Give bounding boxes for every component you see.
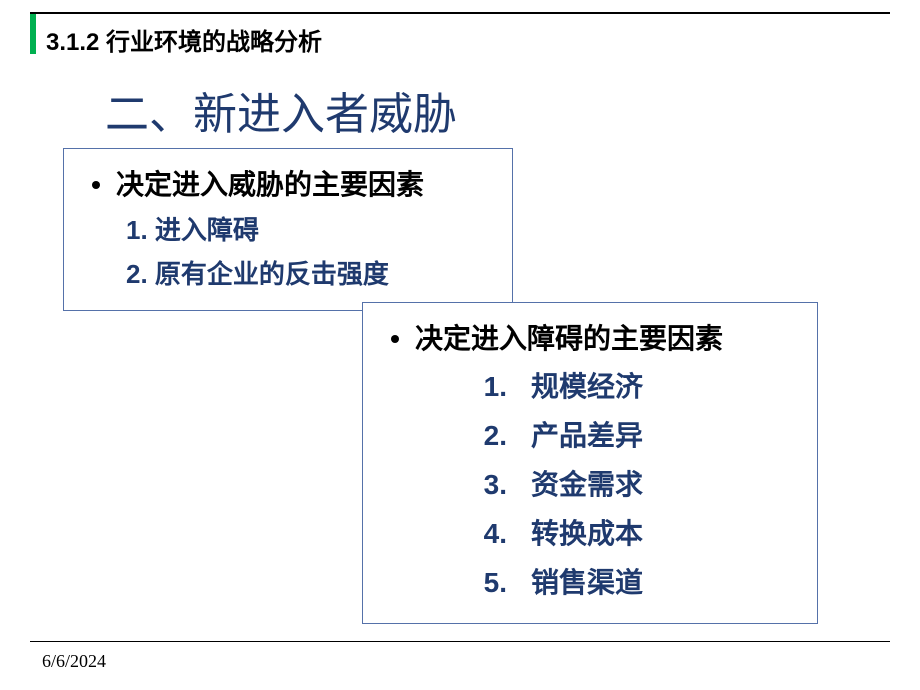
accent-bar [30,14,36,54]
box2-heading-line: 决定进入障碍的主要因素 [391,317,797,362]
top-divider [30,12,890,14]
item-number: 2. [126,259,148,289]
box2-item: 3. 资金需求 [459,460,797,509]
box1-item: 1. 进入障碍 [126,208,492,252]
item-number: 4. [459,509,507,558]
item-number: 3. [459,460,507,509]
box2-item: 4. 转换成本 [459,509,797,558]
footer-date: 6/6/2024 [42,651,106,672]
item-number: 1. [459,362,507,411]
item-number: 1. [126,215,148,245]
box-threat-factors: 决定进入威胁的主要因素 1. 进入障碍 2. 原有企业的反击强度 [63,148,513,311]
item-text: 销售渠道 [531,567,643,598]
box1-item: 2. 原有企业的反击强度 [126,252,492,296]
section-number: 3.1.2 行业环境的战略分析 [46,22,322,57]
box2-item: 1. 规模经济 [459,362,797,411]
item-text: 原有企业的反击强度 [155,259,389,289]
item-text: 产品差异 [531,420,643,451]
box2-item: 5. 销售渠道 [459,558,797,607]
bottom-divider [30,641,890,642]
item-text: 资金需求 [531,469,643,500]
slide-title: 二、新进入者威胁 [105,78,457,142]
item-number: 5. [459,558,507,607]
item-number: 2. [459,411,507,460]
bullet-icon [391,335,399,343]
item-text: 转换成本 [531,518,643,549]
box1-heading: 决定进入威胁的主要因素 [116,169,424,200]
box1-heading-line: 决定进入威胁的主要因素 [92,163,492,208]
box2-item: 2. 产品差异 [459,411,797,460]
item-text: 规模经济 [531,371,643,402]
box-barrier-factors: 决定进入障碍的主要因素 1.规模经济 2.产品差异 3.资金需求 4.转换成本 … [362,302,818,624]
item-text: 进入障碍 [155,215,259,245]
bullet-icon [92,181,100,189]
box2-heading: 决定进入障碍的主要因素 [415,323,723,354]
